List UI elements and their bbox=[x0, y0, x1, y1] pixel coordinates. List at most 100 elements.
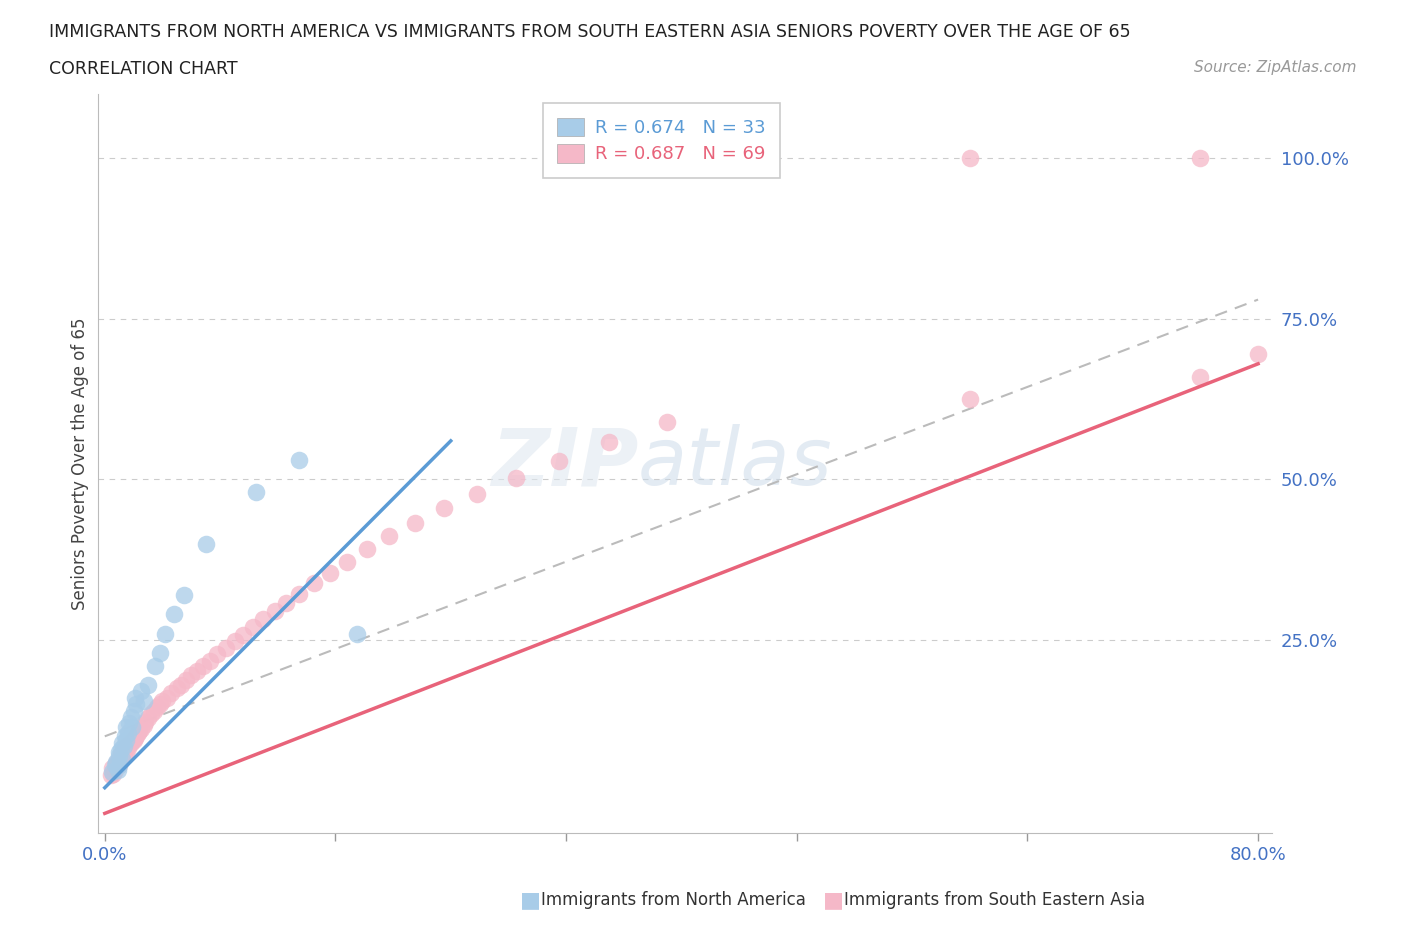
Point bbox=[655, 414, 678, 429]
Point bbox=[548, 454, 571, 469]
Point bbox=[103, 766, 125, 781]
Point bbox=[404, 515, 426, 530]
Text: CORRELATION CHART: CORRELATION CHART bbox=[49, 60, 238, 78]
Point bbox=[111, 745, 134, 760]
Point bbox=[132, 694, 155, 709]
Point bbox=[136, 711, 159, 725]
Point bbox=[288, 453, 311, 468]
Point bbox=[1189, 369, 1212, 384]
Point bbox=[346, 626, 368, 641]
Point bbox=[598, 434, 620, 449]
Text: IMMIGRANTS FROM NORTH AMERICA VS IMMIGRANTS FROM SOUTH EASTERN ASIA SENIORS POVE: IMMIGRANTS FROM NORTH AMERICA VS IMMIGRA… bbox=[49, 23, 1130, 41]
Point bbox=[127, 725, 149, 740]
Point bbox=[134, 715, 156, 730]
Point bbox=[115, 745, 138, 760]
Point bbox=[122, 703, 145, 718]
Point bbox=[129, 721, 152, 736]
Point bbox=[105, 760, 128, 775]
Point bbox=[143, 658, 166, 673]
Point bbox=[156, 690, 179, 705]
Point bbox=[336, 554, 359, 569]
Point bbox=[170, 677, 193, 692]
Point bbox=[101, 764, 124, 779]
Point bbox=[152, 694, 174, 709]
Point bbox=[112, 743, 135, 758]
Point bbox=[139, 707, 162, 722]
Point bbox=[110, 750, 132, 764]
Text: Immigrants from South Eastern Asia: Immigrants from South Eastern Asia bbox=[844, 891, 1144, 910]
Point bbox=[959, 392, 981, 406]
Point bbox=[121, 734, 143, 749]
Point bbox=[125, 729, 148, 744]
Point bbox=[111, 751, 134, 766]
Point bbox=[100, 767, 122, 782]
Point bbox=[145, 700, 167, 715]
Point bbox=[148, 645, 170, 660]
Point bbox=[114, 729, 136, 744]
Point bbox=[128, 724, 150, 738]
Point bbox=[108, 751, 131, 766]
Point bbox=[110, 747, 132, 762]
Point bbox=[242, 619, 264, 634]
Point bbox=[108, 758, 131, 773]
Point bbox=[108, 758, 131, 773]
Point bbox=[117, 740, 139, 755]
Point bbox=[1247, 347, 1270, 362]
Point bbox=[959, 151, 981, 166]
Point bbox=[356, 541, 378, 556]
Text: atlas: atlas bbox=[638, 424, 832, 502]
Point bbox=[122, 732, 145, 747]
Point bbox=[148, 697, 170, 711]
Point bbox=[112, 738, 135, 753]
Point bbox=[155, 626, 177, 641]
Point bbox=[245, 485, 267, 499]
Point bbox=[120, 710, 142, 724]
Point bbox=[215, 640, 238, 655]
Point bbox=[107, 763, 129, 777]
Point bbox=[111, 751, 134, 766]
Point bbox=[264, 604, 287, 618]
Text: ZIP: ZIP bbox=[491, 424, 638, 502]
Point bbox=[107, 754, 129, 769]
Point bbox=[432, 501, 454, 516]
Point bbox=[132, 717, 155, 732]
Point bbox=[465, 486, 488, 501]
Point bbox=[125, 697, 148, 711]
Point bbox=[224, 634, 246, 649]
Point bbox=[142, 703, 165, 718]
Point bbox=[186, 663, 208, 678]
Point bbox=[112, 748, 135, 763]
Point bbox=[104, 758, 127, 773]
Point bbox=[198, 653, 221, 668]
Legend: R = 0.674   N = 33, R = 0.687   N = 69: R = 0.674 N = 33, R = 0.687 N = 69 bbox=[543, 103, 780, 178]
Point bbox=[129, 684, 152, 698]
Point bbox=[117, 725, 139, 740]
Point bbox=[180, 668, 202, 683]
Point bbox=[104, 763, 127, 777]
Y-axis label: Seniors Poverty Over the Age of 65: Seniors Poverty Over the Age of 65 bbox=[72, 317, 89, 609]
Point bbox=[207, 646, 229, 661]
Point bbox=[163, 607, 186, 622]
Point bbox=[115, 719, 138, 734]
Point bbox=[120, 736, 142, 751]
Point bbox=[105, 754, 128, 769]
Text: ■: ■ bbox=[520, 890, 541, 910]
Point bbox=[276, 595, 298, 610]
Point bbox=[118, 716, 141, 731]
Point bbox=[114, 742, 136, 757]
Text: Source: ZipAtlas.com: Source: ZipAtlas.com bbox=[1194, 60, 1357, 75]
Point bbox=[191, 658, 214, 673]
Point bbox=[105, 756, 128, 771]
Point bbox=[160, 685, 183, 700]
Point bbox=[108, 748, 131, 763]
Point bbox=[505, 471, 527, 485]
Point bbox=[166, 681, 188, 696]
Point bbox=[173, 588, 195, 603]
Point bbox=[288, 586, 311, 601]
Text: Immigrants from North America: Immigrants from North America bbox=[541, 891, 806, 910]
Point bbox=[115, 732, 138, 747]
Point bbox=[111, 736, 134, 751]
Point bbox=[115, 738, 138, 753]
Point bbox=[252, 612, 274, 627]
Point bbox=[118, 737, 141, 751]
